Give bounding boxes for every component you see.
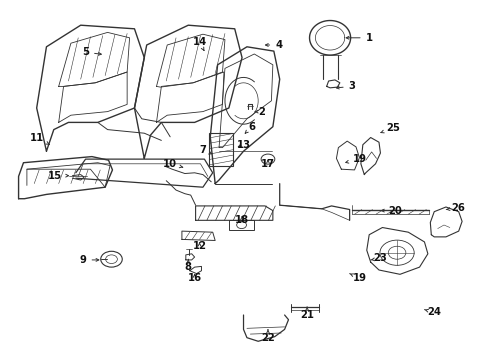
Text: 3: 3 bbox=[336, 81, 355, 91]
Text: 6: 6 bbox=[244, 122, 255, 133]
Text: 12: 12 bbox=[192, 240, 206, 251]
Text: 14: 14 bbox=[192, 37, 206, 50]
Text: 16: 16 bbox=[187, 273, 201, 283]
Text: 4: 4 bbox=[265, 40, 282, 50]
Text: 1: 1 bbox=[346, 33, 372, 43]
Text: 21: 21 bbox=[300, 307, 313, 320]
Text: 19: 19 bbox=[349, 273, 366, 283]
Text: 13: 13 bbox=[236, 140, 250, 150]
Text: 8: 8 bbox=[184, 259, 191, 272]
Text: 17: 17 bbox=[261, 159, 274, 169]
Text: 11: 11 bbox=[29, 132, 49, 144]
Text: 22: 22 bbox=[261, 330, 274, 343]
Text: 25: 25 bbox=[380, 123, 400, 133]
Text: 26: 26 bbox=[445, 203, 465, 213]
Text: 20: 20 bbox=[381, 206, 401, 216]
Text: 7: 7 bbox=[199, 145, 212, 156]
Text: 19: 19 bbox=[345, 154, 366, 164]
Text: 24: 24 bbox=[424, 307, 440, 318]
Bar bbox=[228, 220, 254, 230]
Text: 18: 18 bbox=[235, 215, 248, 225]
Text: 9: 9 bbox=[80, 255, 99, 265]
Text: 10: 10 bbox=[163, 159, 183, 169]
Text: 2: 2 bbox=[255, 107, 264, 117]
Bar bbox=[209, 133, 232, 166]
Text: 5: 5 bbox=[82, 47, 101, 57]
Text: 15: 15 bbox=[48, 171, 68, 181]
Text: 23: 23 bbox=[370, 253, 386, 264]
